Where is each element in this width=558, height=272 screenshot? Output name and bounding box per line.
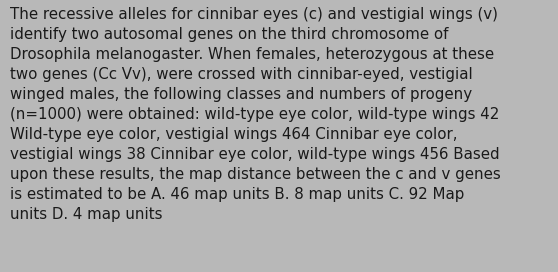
Text: The recessive alleles for cinnibar eyes (c) and vestigial wings (v)
identify two: The recessive alleles for cinnibar eyes … <box>10 7 501 222</box>
